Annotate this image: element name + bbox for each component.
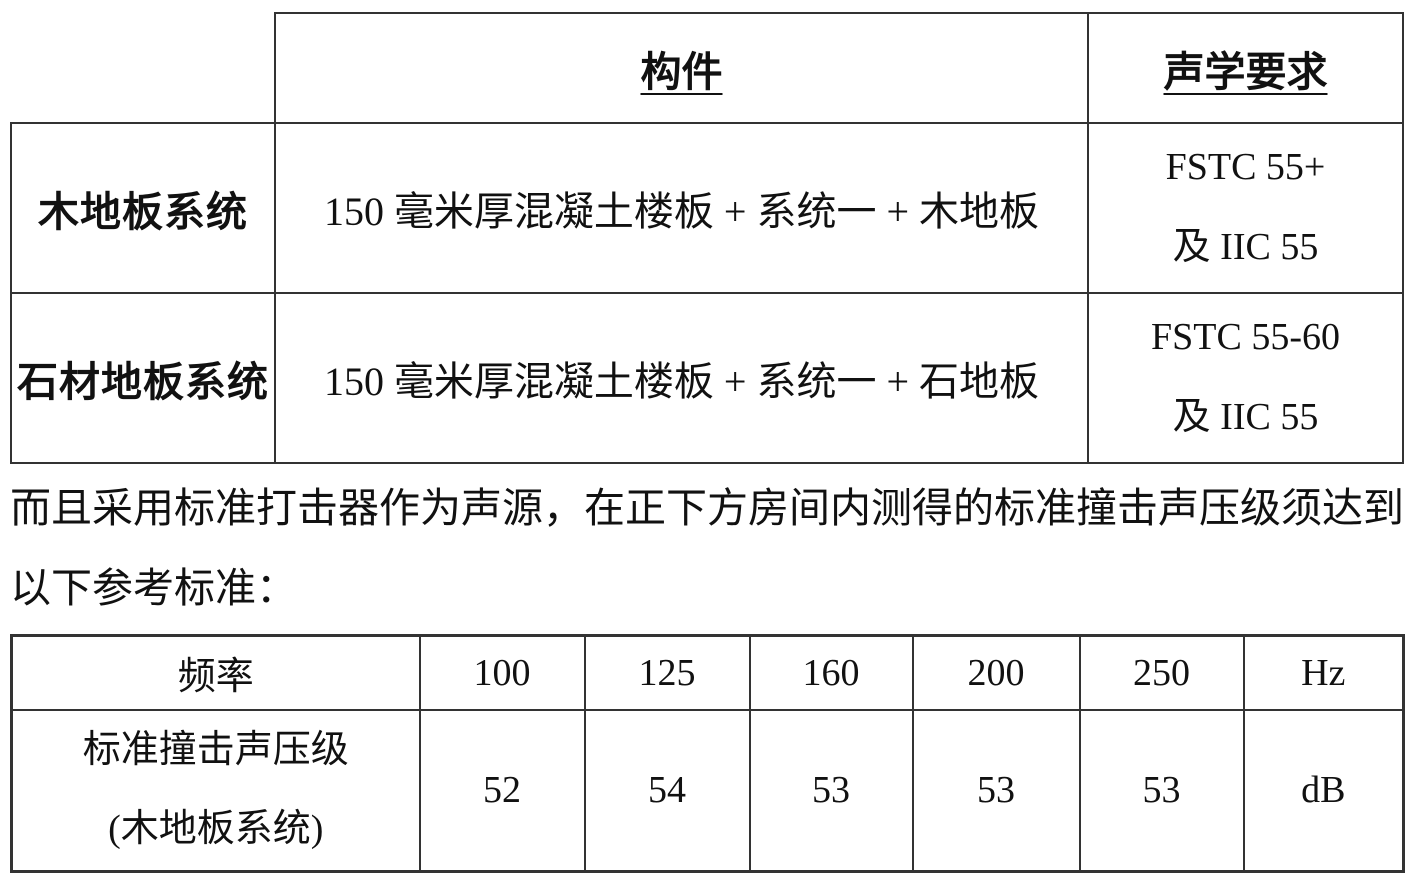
body-paragraph: 而且采用标准打击器作为声源，在正下方房间内测得的标准撞击声压级须达到 以下参考标…	[10, 468, 1404, 628]
sound-level-unit-cell: dB	[1242, 708, 1405, 873]
component-cell: 150 毫米厚混凝土楼板 + 系统一 + 木地板	[274, 122, 1089, 294]
header-cell-component: 构件	[274, 12, 1089, 124]
sound-level-value-cell: 53	[748, 708, 914, 873]
acoustic-value-line1: FSTC 55-60	[1151, 316, 1340, 359]
table-header-row: 构件 声学要求	[11, 12, 1404, 124]
sound-level-value-cell: 53	[911, 708, 1081, 873]
sound-level-value-cell: 53	[1078, 708, 1245, 873]
acoustic-cell: FSTC 55+ 及 IIC 55	[1087, 122, 1404, 294]
acoustic-value-line2: 及 IIC 55	[1172, 226, 1319, 268]
acoustic-cell: FSTC 55-60 及 IIC 55	[1087, 292, 1404, 464]
paragraph-line1: 而且采用标准打击器作为声源，在正下方房间内测得的标准撞击声压级须达到	[10, 485, 1404, 531]
sound-level-label-line2: (木地板系统)	[108, 808, 324, 851]
frequency-label-cell: 频率	[10, 634, 421, 711]
header-cell-acoustic: 声学要求	[1087, 12, 1404, 124]
component-header-label: 构件	[640, 49, 723, 95]
sound-level-value-cell: 54	[583, 708, 751, 873]
component-cell: 150 毫米厚混凝土楼板 + 系统一 + 石地板	[274, 292, 1089, 464]
sound-level-value-cell: 52	[418, 708, 586, 873]
corner-cell	[11, 13, 276, 124]
system-name-cell: 石材地板系统	[10, 292, 276, 464]
acoustic-value-line1: FSTC 55+	[1165, 146, 1326, 189]
acoustic-value-line2: 及 IIC 55	[1172, 396, 1319, 438]
frequency-value-cell: 125	[583, 634, 751, 711]
frequency-value-cell: 250	[1078, 634, 1245, 711]
table-row-stone-floor: 石材地板系统 150 毫米厚混凝土楼板 + 系统一 + 石地板 FSTC 55-…	[10, 292, 1404, 464]
acoustic-header-label: 声学要求	[1163, 49, 1328, 95]
system-name-label: 石材地板系统	[17, 359, 269, 405]
sound-level-row: 标准撞击声压级 (木地板系统) 52 54 53 53 53 dB	[10, 708, 1405, 873]
frequency-value-cell: 100	[418, 634, 586, 711]
acoustic-requirements-table: 构件 声学要求 木地板系统 150 毫米厚混凝土楼板 + 系统一 + 木地板 F…	[10, 12, 1404, 464]
table-row-wood-floor: 木地板系统 150 毫米厚混凝土楼板 + 系统一 + 木地板 FSTC 55+ …	[10, 122, 1404, 294]
frequency-row: 频率 100 125 160 200 250 Hz	[10, 634, 1405, 711]
frequency-value-cell: 200	[911, 634, 1081, 711]
system-name-label: 木地板系统	[38, 189, 248, 235]
paragraph-line2: 以下参考标准：	[10, 565, 297, 611]
sound-level-label-cell: 标准撞击声压级 (木地板系统)	[10, 708, 421, 873]
frequency-value-cell: 160	[748, 634, 914, 711]
sound-level-label-line1: 标准撞击声压级	[82, 728, 349, 771]
system-name-cell: 木地板系统	[10, 122, 276, 294]
frequency-unit-cell: Hz	[1242, 634, 1405, 711]
impact-sound-reference-table: 频率 100 125 160 200 250 Hz 标准撞击声压级 (木地板系统…	[10, 634, 1405, 874]
